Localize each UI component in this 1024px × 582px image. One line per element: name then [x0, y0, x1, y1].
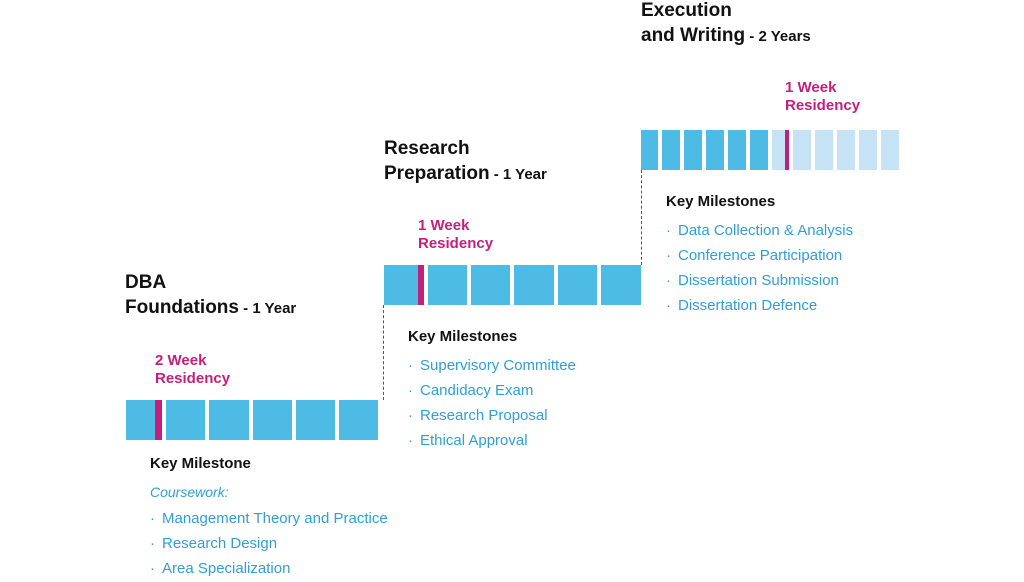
- stage-3-bar-segment: [750, 130, 768, 170]
- stage-3-title-line2: and Writing: [641, 25, 746, 46]
- stage-3-residency-marker: [785, 130, 789, 170]
- stage-3-title-line2-wrap: and Writing - 2 Years: [641, 23, 811, 49]
- list-item: · Management Theory and Practice: [150, 506, 388, 531]
- milestone-label: Ethical Approval: [420, 432, 528, 449]
- list-item: · Data Collection & Analysis: [666, 218, 853, 243]
- stage-3-milestone-list: · Data Collection & Analysis · Conference …: [666, 218, 853, 318]
- stage-1-residency-line1: 2 Week: [155, 352, 207, 369]
- stage-1-bar-segment: [209, 400, 249, 440]
- stage-1-title: DBA Foundations - 1 Year: [125, 270, 296, 321]
- stage-2-residency: 1 Week Residency: [418, 217, 493, 253]
- milestone-label: Supervisory Committee: [420, 357, 576, 374]
- connector-line: [641, 170, 642, 265]
- bullet-icon: ·: [408, 357, 413, 374]
- stage-3-residency: 1 Week Residency: [785, 79, 860, 115]
- stage-2-duration: - 1 Year: [489, 166, 547, 183]
- bullet-icon: ·: [150, 535, 155, 552]
- stage-2-timeline-bar: [384, 265, 641, 305]
- bullet-icon: ·: [408, 382, 413, 399]
- stage-2-title-line2: Preparation: [384, 163, 490, 184]
- list-item: · Dissertation Submission: [666, 268, 853, 293]
- bullet-icon: ·: [666, 297, 671, 314]
- stage-2-bar-segment: [384, 265, 418, 305]
- stage-2-bar-segment: [558, 265, 597, 305]
- stage-1-bar-segment: [253, 400, 292, 440]
- bullet-icon: ·: [150, 560, 155, 577]
- list-item: · Research Design: [150, 531, 388, 556]
- milestone-label: Management Theory and Practice: [162, 510, 388, 527]
- stage-3-bar-segment: [815, 130, 833, 170]
- stage-3-bar-segment: [837, 130, 855, 170]
- list-item: · Area Specialization: [150, 556, 388, 581]
- milestone-label: Data Collection & Analysis: [678, 222, 854, 239]
- list-item: · Ethical Approval: [408, 428, 576, 453]
- stage-2-milestone-heading: Key Milestones: [408, 328, 518, 345]
- stage-1-timeline-bar: [126, 400, 378, 440]
- stage-2-bar-segment: [514, 265, 554, 305]
- stage-1-title-line1: DBA: [125, 272, 167, 293]
- stage-1-milestone-list: · Management Theory and Practice · Researc…: [150, 506, 388, 581]
- stage-3-bar-segment: [881, 130, 899, 170]
- stage-3-bar-segment: [684, 130, 702, 170]
- stage-1-bar-segment: [166, 400, 205, 440]
- stage-2-bar-segment: [471, 265, 510, 305]
- bullet-icon: ·: [408, 432, 413, 449]
- stage-1-duration: - 1 Year: [238, 300, 297, 317]
- connector-line: [383, 305, 384, 400]
- stage-3-bar-segment: [772, 130, 785, 170]
- stage-1-bar-segment: [126, 400, 155, 440]
- stage-2-residency-marker: [418, 265, 424, 305]
- stage-3-duration: - 2 Years: [745, 28, 811, 45]
- stage-3-bar-segment: [728, 130, 746, 170]
- milestone-label: Research Proposal: [420, 407, 548, 424]
- stage-2-title-line1: Research: [384, 138, 470, 159]
- stage-2-bar-segment: [601, 265, 641, 305]
- milestone-label: Dissertation Defence: [678, 297, 818, 314]
- bullet-icon: ·: [408, 407, 413, 424]
- bullet-icon: ·: [666, 222, 671, 239]
- stage-2-milestones: Key Milestones · Supervisory Committee · C…: [408, 328, 576, 453]
- stage-1-milestones: Key Milestone Coursework: · Management Th…: [150, 455, 388, 581]
- stage-2-title: Research Preparation - 1 Year: [384, 136, 547, 187]
- stage-2-title-line2-wrap: Preparation - 1 Year: [384, 161, 547, 187]
- stage-3-milestone-heading: Key Milestones: [666, 193, 776, 210]
- stage-1-bar-segment: [339, 400, 378, 440]
- milestone-label: Research Design: [162, 535, 278, 552]
- stage-3-timeline-bar: [641, 130, 899, 170]
- milestone-label: Conference Participation: [678, 247, 843, 264]
- stage-2-residency-line1: 1 Week: [418, 217, 470, 234]
- list-item: · Supervisory Committee: [408, 353, 576, 378]
- stage-1-milestone-heading: Key Milestone: [150, 455, 251, 472]
- bullet-icon: ·: [150, 510, 155, 527]
- stage-3-bar-segment: [706, 130, 724, 170]
- stage-1-residency-line2: Residency: [155, 370, 231, 387]
- stage-3-milestones: Key Milestones · Data Collection & Analys…: [666, 193, 853, 318]
- stage-1-milestone-subheading: Coursework:: [150, 484, 229, 500]
- stage-3-bar-segment: [662, 130, 680, 170]
- stage-1-residency-marker: [155, 400, 162, 440]
- stage-1-title-line2-wrap: Foundations - 1 Year: [125, 295, 296, 321]
- stage-1-title-line2: Foundations: [125, 297, 239, 318]
- stage-2-bar-segment: [428, 265, 467, 305]
- list-item: · Candidacy Exam: [408, 378, 576, 403]
- list-item: · Research Proposal: [408, 403, 576, 428]
- bullet-icon: ·: [666, 247, 671, 264]
- stage-3-bar-segment: [641, 130, 658, 170]
- stage-1-bar-segment: [296, 400, 335, 440]
- stage-1-residency: 2 Week Residency: [155, 352, 230, 388]
- stage-3-bar-segment: [859, 130, 877, 170]
- stage-3-title-line1: Execution: [641, 0, 732, 21]
- milestone-label: Candidacy Exam: [420, 382, 534, 399]
- stage-2-residency-line2: Residency: [418, 235, 494, 252]
- milestone-label: Area Specialization: [162, 560, 291, 577]
- stage-3-title: Execution and Writing - 2 Years: [641, 0, 811, 49]
- milestone-label: Dissertation Submission: [678, 272, 839, 289]
- stage-2-milestone-list: · Supervisory Committee · Candidacy Exam ·…: [408, 353, 576, 453]
- list-item: · Conference Participation: [666, 243, 853, 268]
- bullet-icon: ·: [666, 272, 671, 289]
- stage-3-residency-line1: 1 Week: [785, 79, 837, 96]
- stage-3-residency-line2: Residency: [785, 97, 861, 114]
- list-item: · Dissertation Defence: [666, 293, 853, 318]
- stage-3-bar-segment: [793, 130, 811, 170]
